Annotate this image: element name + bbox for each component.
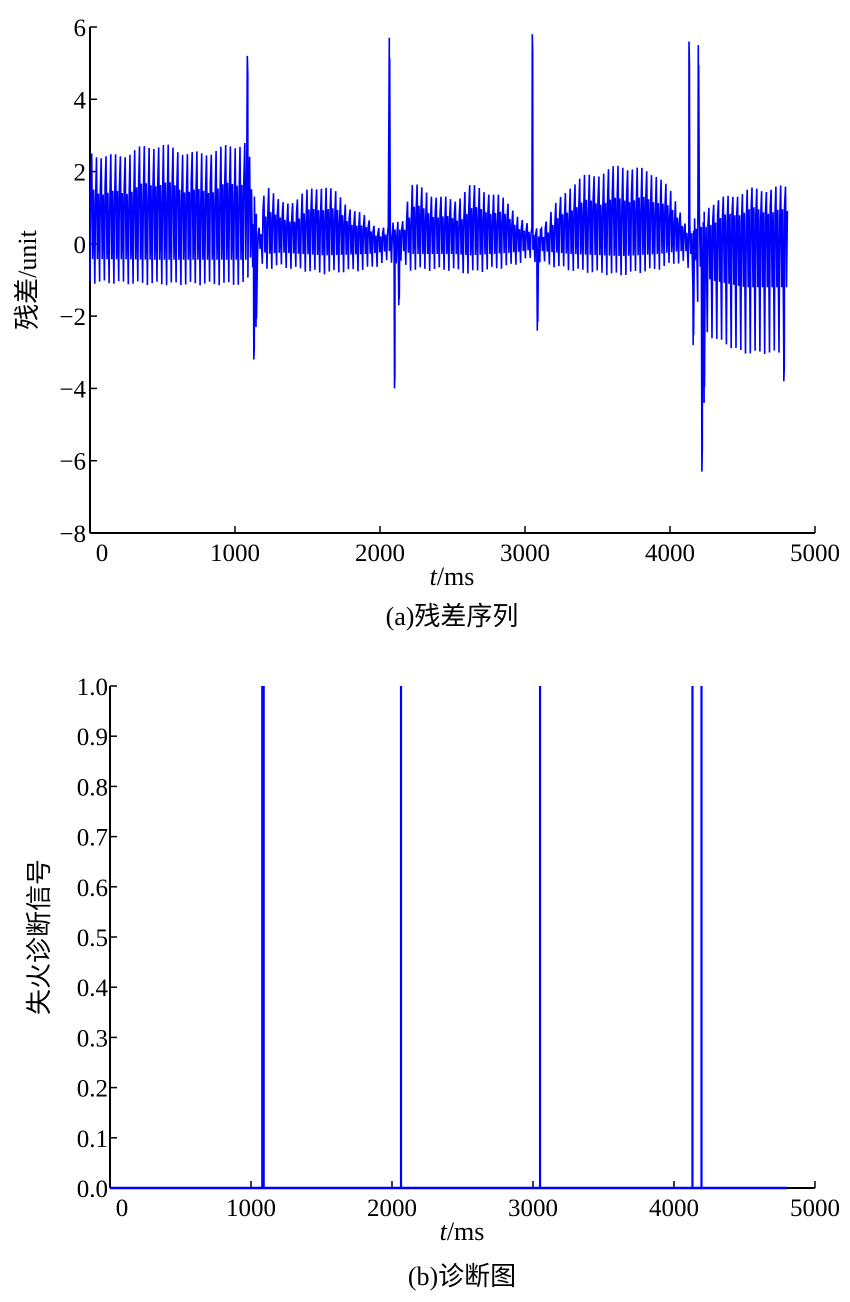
x-tick-label: 3000 (500, 540, 550, 567)
x-tick-label: 0 (96, 540, 109, 567)
diagnosis-xlabel: t/ms (440, 1217, 485, 1246)
x-tick-label: 5000 (790, 540, 840, 567)
residual-xlabel: t/ms (430, 562, 475, 591)
y-tick-label: 0.1 (77, 1126, 108, 1153)
y-tick-label: −4 (59, 376, 86, 403)
residual-ylabel: 残差/unit (13, 229, 42, 329)
diagnosis-caption: (b)诊断图 (408, 1262, 516, 1291)
y-tick-label: 0.6 (77, 875, 108, 902)
x-tick-label: 2000 (367, 1195, 417, 1222)
x-tick-label: 1000 (226, 1195, 276, 1222)
x-tick-label: 4000 (645, 540, 695, 567)
y-tick-label: 0.4 (77, 975, 109, 1002)
y-tick-label: 6 (74, 15, 87, 42)
y-tick-label: 0.2 (77, 1076, 108, 1103)
x-tick-label: 0 (116, 1195, 129, 1222)
residual-caption: (a)残差序列 (386, 602, 519, 631)
y-tick-label: 0 (74, 232, 87, 259)
diagnosis-chart: 0 1000 2000 3000 4000 5000 0.0 0.1 0.2 0.3 0.4 0.5 0… (77, 674, 840, 1222)
diagnosis-ylabel: 失火诊断信号 (25, 859, 54, 1015)
y-tick-label: 0.9 (77, 724, 108, 751)
y-tick-label: −8 (59, 521, 86, 548)
residual-chart: 0 1000 2000 3000 4000 5000 −8 −6 −4 −2 0 2 4 6 (59, 15, 840, 567)
y-tick-label: 0.5 (77, 925, 108, 952)
y-tick-label: 0.8 (77, 774, 108, 801)
y-tick-label: 0.3 (77, 1025, 108, 1052)
y-tick-label: 0.7 (77, 825, 108, 852)
residual-series-line (89, 34, 789, 472)
y-tick-label: −2 (59, 304, 86, 331)
x-tick-label: 4000 (649, 1195, 699, 1222)
y-tick-label: 2 (74, 160, 87, 187)
y-tick-label: 0.0 (77, 1176, 108, 1203)
y-tick-label: 4 (74, 87, 87, 114)
y-tick-label: 1.0 (77, 674, 108, 701)
x-tick-label: 3000 (508, 1195, 558, 1222)
x-tick-label: 1000 (210, 540, 260, 567)
y-tick-label: −6 (59, 449, 86, 476)
x-tick-label: 2000 (355, 540, 405, 567)
x-tick-label: 5000 (790, 1195, 840, 1222)
